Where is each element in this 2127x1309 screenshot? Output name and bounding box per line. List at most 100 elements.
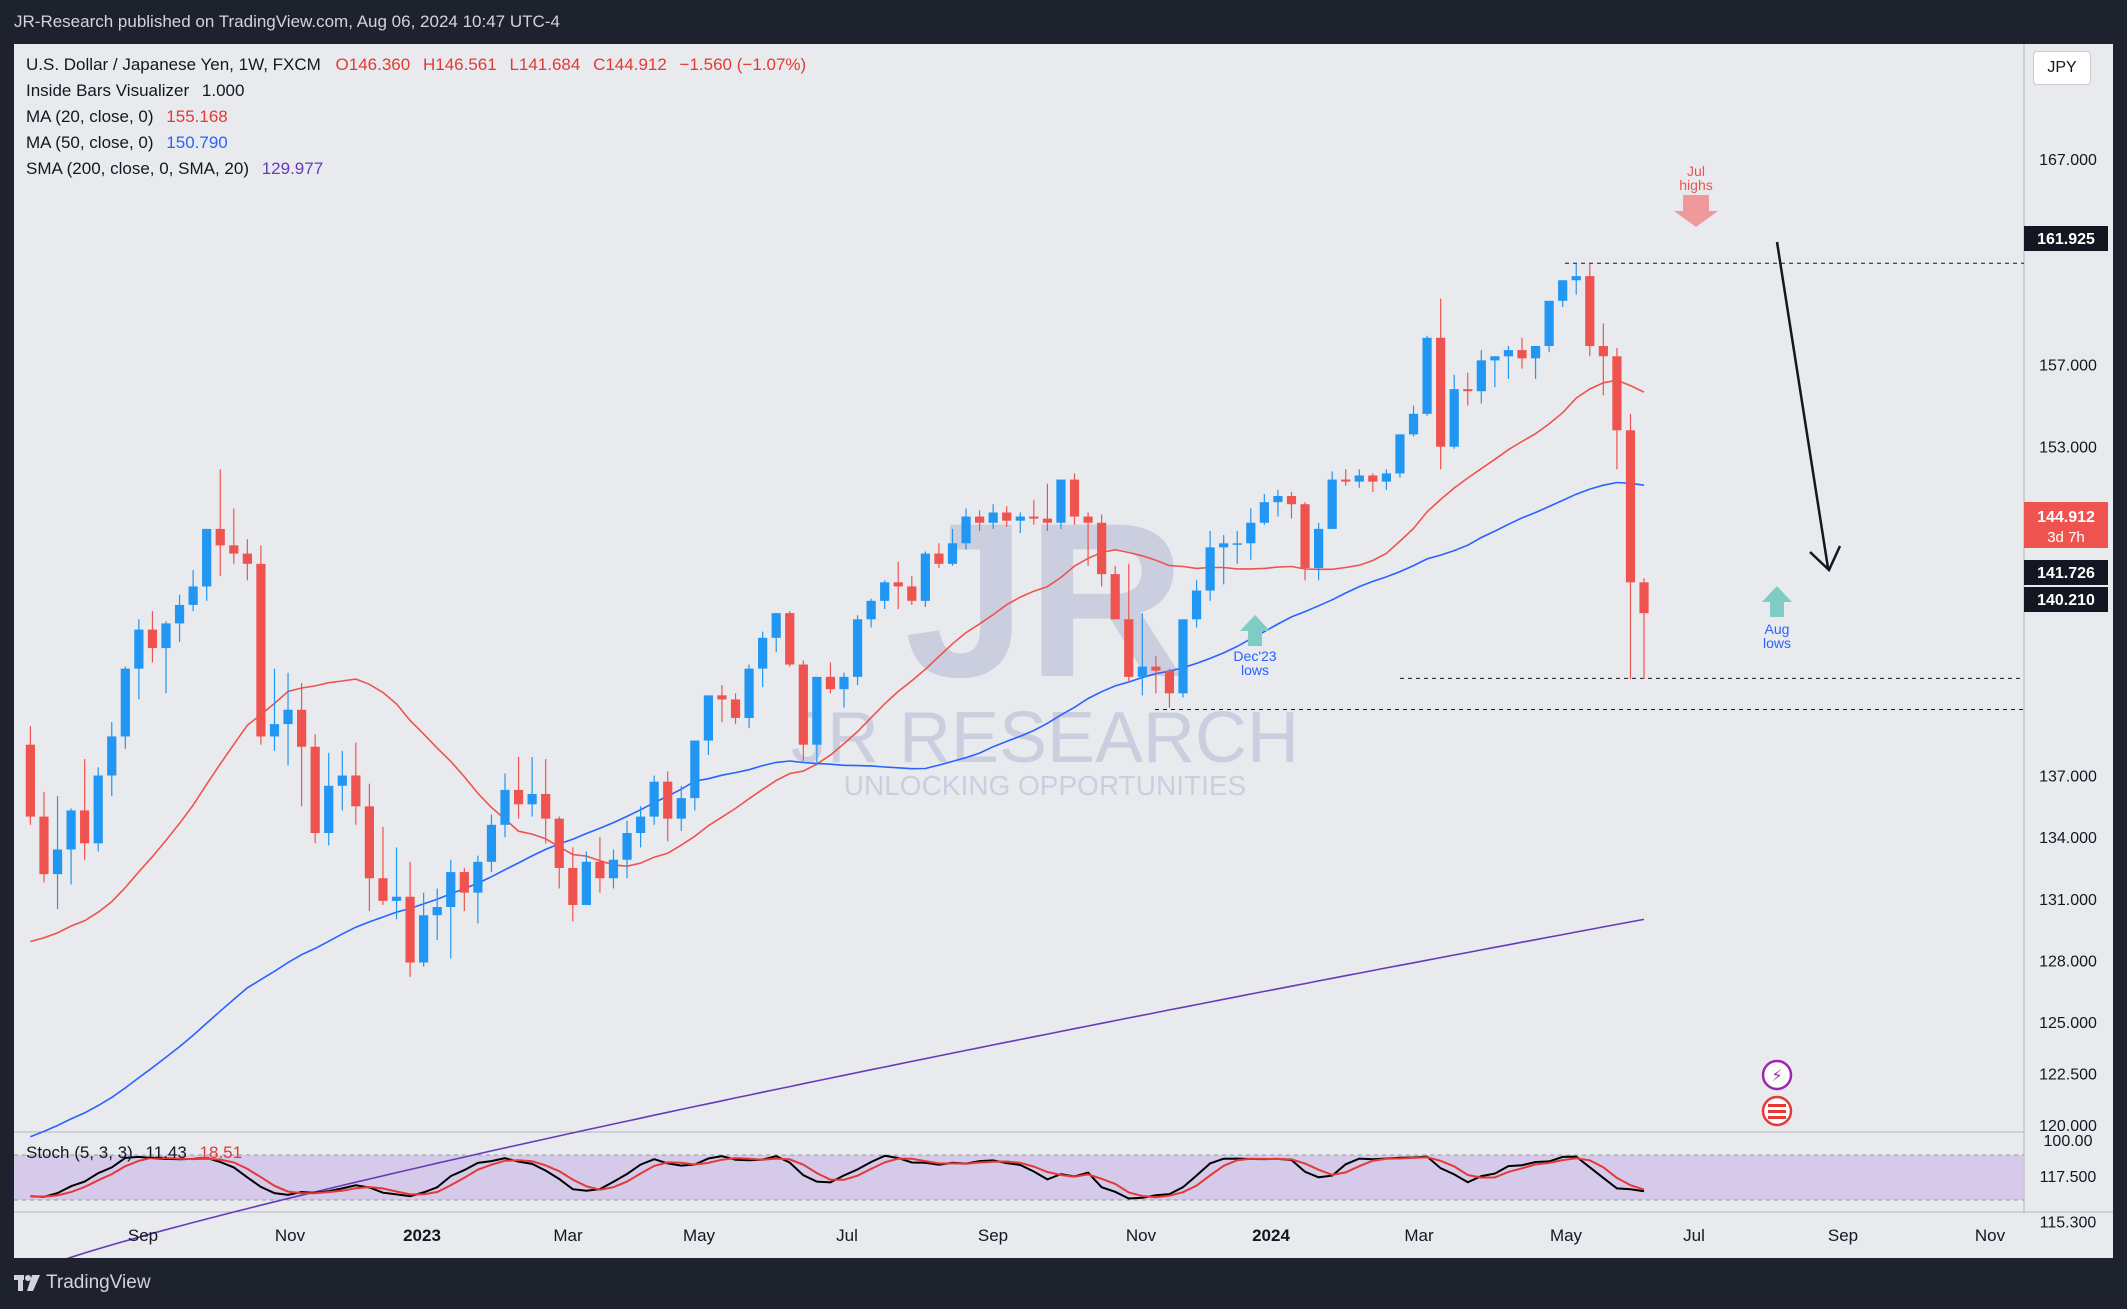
symbol-row[interactable]: U.S. Dollar / Japanese Yen, 1W, FXCM O14…: [26, 52, 806, 78]
candle[interactable]: [1503, 346, 1514, 379]
candle[interactable]: [52, 796, 63, 910]
candle[interactable]: [1354, 469, 1364, 488]
tradingview-logo[interactable]: TradingView: [14, 1272, 151, 1294]
candle[interactable]: [1381, 469, 1391, 490]
candle[interactable]: [1002, 506, 1012, 527]
candle[interactable]: [1286, 491, 1297, 519]
candle[interactable]: [473, 855, 483, 924]
candle[interactable]: [378, 826, 388, 905]
candle[interactable]: [934, 543, 944, 568]
candles-group[interactable]: [25, 263, 1649, 977]
candle[interactable]: [1246, 508, 1256, 560]
candle[interactable]: [1300, 502, 1310, 581]
candle[interactable]: [866, 598, 876, 628]
alert-icons[interactable]: ⚡: [1761, 1059, 1793, 1127]
candle[interactable]: [432, 888, 442, 940]
candle[interactable]: [988, 504, 998, 529]
candle[interactable]: [1341, 469, 1351, 486]
candle[interactable]: [405, 861, 415, 977]
candle[interactable]: [1164, 668, 1175, 708]
candle[interactable]: [920, 551, 930, 607]
candle[interactable]: [1612, 348, 1622, 470]
candle[interactable]: [636, 806, 646, 848]
candle[interactable]: [446, 859, 456, 959]
candle[interactable]: [527, 757, 537, 817]
candle[interactable]: [1530, 346, 1541, 379]
currency-badge[interactable]: JPY: [2033, 51, 2091, 85]
candle[interactable]: [1436, 298, 1446, 470]
ma50-row[interactable]: MA (50, close, 0) 150.790: [26, 130, 806, 156]
candle[interactable]: [785, 611, 795, 667]
candle[interactable]: [581, 851, 591, 905]
candle[interactable]: [1191, 580, 1202, 628]
candle[interactable]: [242, 539, 252, 581]
candle[interactable]: [1571, 263, 1581, 295]
candle[interactable]: [622, 820, 632, 879]
candle[interactable]: [120, 666, 130, 749]
candle[interactable]: [1273, 489, 1283, 517]
candle[interactable]: [1449, 374, 1459, 449]
candle[interactable]: [1042, 483, 1052, 531]
candle[interactable]: [1422, 335, 1432, 416]
candle[interactable]: [907, 576, 917, 605]
candle[interactable]: [1029, 500, 1039, 525]
candle[interactable]: [39, 791, 49, 883]
candle[interactable]: [297, 683, 307, 807]
candle[interactable]: [758, 631, 768, 688]
candle[interactable]: [80, 759, 90, 860]
candle[interactable]: [269, 668, 280, 751]
candle[interactable]: [1232, 530, 1242, 564]
candle[interactable]: [703, 695, 713, 755]
candle[interactable]: [1585, 263, 1595, 357]
candle[interactable]: [188, 570, 198, 612]
candle[interactable]: [500, 773, 510, 838]
stoch-legend[interactable]: Stoch (5, 3, 3) 11.43 18.51: [26, 1143, 242, 1163]
candle[interactable]: [1124, 563, 1134, 681]
candle[interactable]: [1476, 350, 1486, 404]
candle[interactable]: [839, 672, 849, 708]
candle[interactable]: [1083, 512, 1093, 566]
candle[interactable]: [391, 847, 402, 920]
candle[interactable]: [174, 594, 185, 642]
candle[interactable]: [1151, 656, 1161, 694]
candle[interactable]: [1056, 479, 1066, 529]
candle[interactable]: [1625, 413, 1636, 679]
candle[interactable]: [663, 771, 673, 842]
candle[interactable]: [825, 662, 836, 694]
candle[interactable]: [1368, 473, 1378, 492]
candle[interactable]: [568, 847, 578, 922]
ma20-row[interactable]: MA (20, close, 0) 155.168: [26, 104, 806, 130]
candle[interactable]: [1097, 514, 1107, 587]
candle[interactable]: [1463, 372, 1473, 406]
candle[interactable]: [730, 693, 741, 725]
candle[interactable]: [961, 508, 971, 550]
candle[interactable]: [1598, 323, 1608, 396]
candle[interactable]: [419, 892, 429, 967]
candle[interactable]: [880, 580, 890, 610]
candle[interactable]: [161, 621, 171, 694]
candle[interactable]: [649, 775, 659, 825]
candle[interactable]: [771, 613, 781, 653]
candle[interactable]: [147, 611, 158, 663]
candle[interactable]: [1015, 512, 1025, 534]
candle[interactable]: [1259, 493, 1269, 525]
time-axis[interactable]: Sep Nov 2023 Mar May Jul Sep Nov 2024 Mar May Jul Se…: [128, 1226, 2006, 1245]
candle[interactable]: [66, 808, 76, 885]
horizontal-levels[interactable]: [1155, 262, 2024, 711]
candle[interactable]: [1178, 619, 1188, 698]
candle[interactable]: [893, 561, 903, 610]
candle[interactable]: [351, 742, 361, 825]
candle[interactable]: [337, 750, 347, 811]
candle[interactable]: [107, 722, 117, 797]
candle[interactable]: [1544, 300, 1554, 353]
inside-bars-row[interactable]: Inside Bars Visualizer 1.000: [26, 78, 806, 104]
candle[interactable]: [459, 867, 469, 912]
candle[interactable]: [1314, 522, 1324, 581]
candle[interactable]: [1219, 535, 1229, 585]
candle[interactable]: [975, 510, 985, 531]
candle[interactable]: [717, 685, 727, 723]
candle[interactable]: [1110, 565, 1120, 620]
sma200-row[interactable]: SMA (200, close, 0, SMA, 20) 129.977: [26, 156, 806, 182]
candle[interactable]: [486, 814, 497, 873]
candle[interactable]: [1069, 473, 1080, 525]
